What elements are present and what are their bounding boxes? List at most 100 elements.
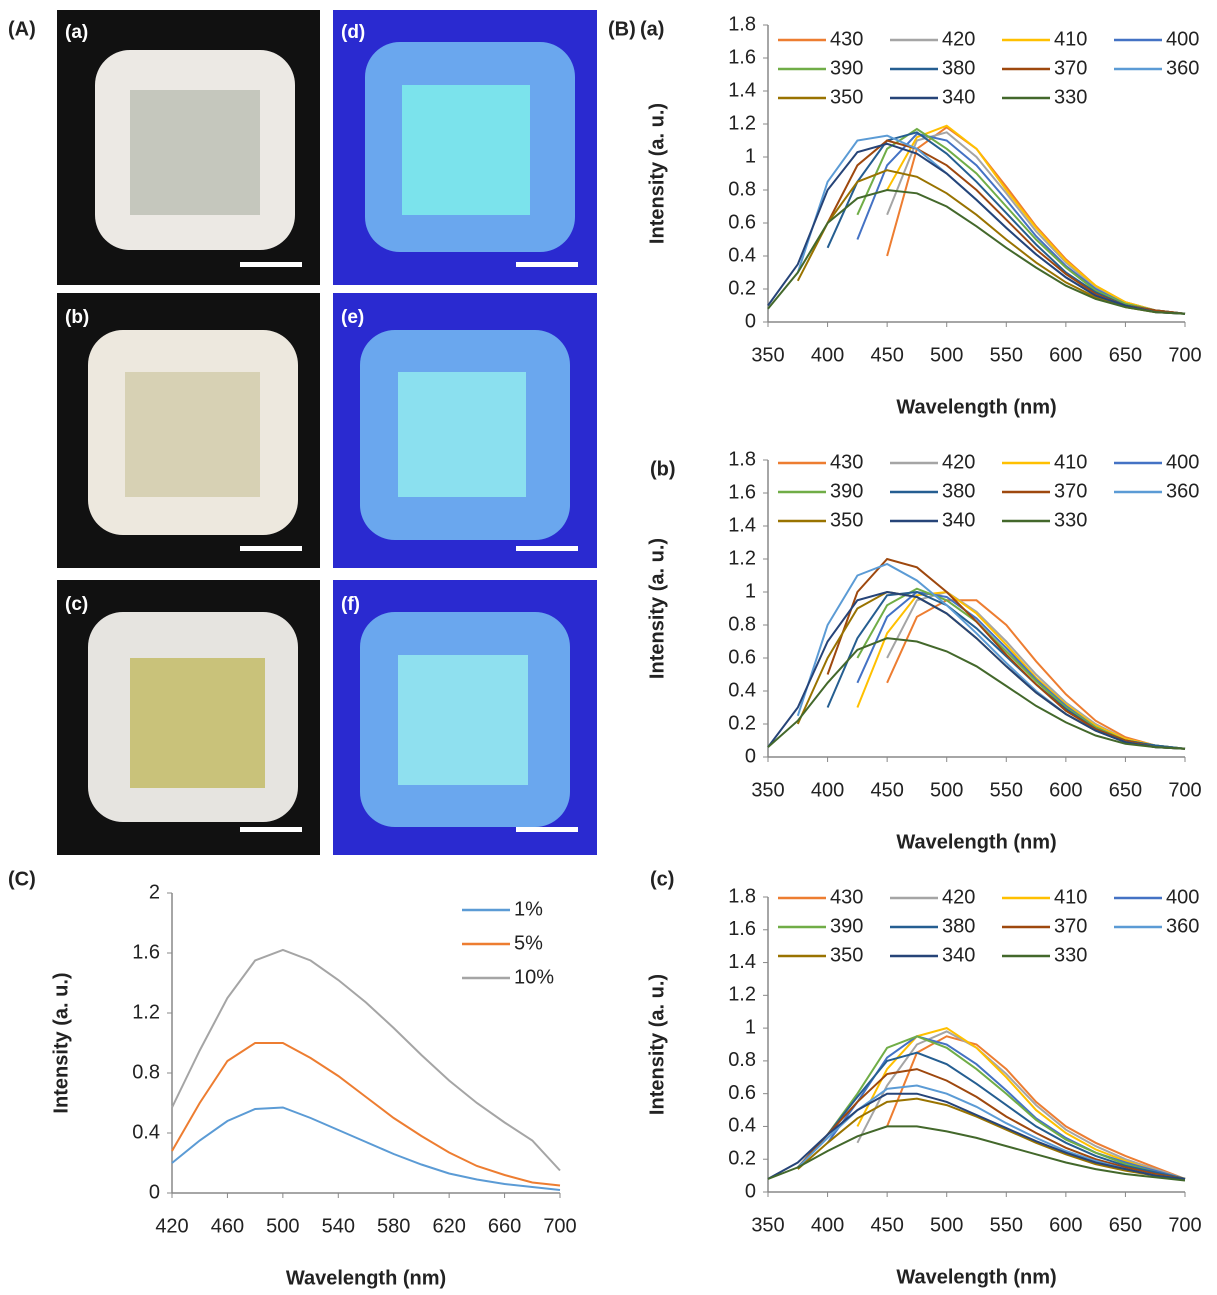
legend-label: 360: [1166, 57, 1199, 79]
legend-label: 390: [830, 480, 863, 502]
y-tick-label: 1: [745, 145, 756, 167]
legend-label: 1%: [514, 898, 543, 920]
x-tick-label: 450: [870, 779, 903, 801]
legend-label: 330: [1054, 944, 1087, 966]
y-tick-label: 1.2: [132, 1001, 160, 1023]
photo-label: (d): [341, 22, 365, 43]
legend-label: 5%: [514, 932, 543, 954]
photo-label: (e): [341, 307, 364, 328]
x-tick-label: 420: [155, 1215, 188, 1237]
legend-label: 360: [1166, 480, 1199, 502]
y-tick-label: 0.8: [728, 178, 756, 200]
line-series: [767, 590, 1186, 750]
legend-label: 420: [942, 886, 975, 908]
x-tick-label: 620: [432, 1215, 465, 1237]
y-tick-label: 0.8: [728, 613, 756, 635]
legend-label: 410: [1054, 28, 1087, 50]
scale-bar: [240, 827, 302, 832]
scale-bar: [516, 262, 578, 267]
x-tick-label: 580: [377, 1215, 410, 1237]
y-tick-label: 0.8: [728, 1049, 756, 1071]
y-tick-label: 0.2: [728, 277, 756, 299]
y-tick-label: 1.6: [728, 918, 756, 940]
x-tick-label: 540: [322, 1215, 355, 1237]
line-series: [826, 557, 1186, 750]
line-series: [797, 1097, 1186, 1180]
x-tick-label: 600: [1049, 344, 1082, 366]
y-axis-title: Intensity (a. u.): [646, 974, 668, 1115]
line-series: [826, 1035, 1186, 1180]
line-series: [767, 188, 1186, 315]
y-tick-label: 1.2: [728, 112, 756, 134]
panel-label: (a): [640, 18, 664, 40]
y-tick-label: 1: [745, 580, 756, 602]
line-series: [796, 169, 1186, 315]
line-series: [171, 948, 561, 1172]
panel-label: (B): [608, 18, 636, 40]
x-tick-label: 500: [930, 1214, 963, 1236]
legend-label: 330: [1054, 509, 1087, 531]
y-tick-label: 1.8: [728, 448, 756, 470]
legend-label: 380: [942, 915, 975, 937]
legend-label: 340: [942, 86, 975, 108]
legend-label: 410: [1054, 886, 1087, 908]
x-tick-label: 500: [930, 779, 963, 801]
y-tick-label: 0.2: [728, 712, 756, 734]
line-series: [767, 1092, 1186, 1180]
photo-label: (a): [65, 22, 88, 43]
line-series: [797, 1051, 1186, 1180]
y-tick-label: 0.6: [728, 1082, 756, 1104]
x-tick-label: 400: [811, 1214, 844, 1236]
line-series: [886, 126, 1186, 315]
legend-label: 380: [942, 480, 975, 502]
x-tick-label: 600: [1049, 779, 1082, 801]
y-tick-label: 1.8: [728, 13, 756, 35]
panel-label: (b): [650, 458, 676, 480]
line-series: [856, 1027, 1186, 1180]
y-tick-label: 0.4: [728, 679, 756, 701]
panel-label: (A): [8, 18, 36, 40]
legend-label: 370: [1054, 480, 1087, 502]
x-tick-label: 350: [751, 344, 784, 366]
legend-label: 330: [1054, 86, 1087, 108]
line-series: [171, 1042, 561, 1187]
line-series: [856, 127, 1186, 315]
line-series: [856, 590, 1186, 750]
y-tick-label: 1: [745, 1016, 756, 1038]
line-series: [856, 1030, 1186, 1180]
y-tick-label: 1.4: [728, 951, 756, 973]
x-axis-title: Wavelength (nm): [896, 1266, 1056, 1288]
y-tick-label: 1.6: [728, 46, 756, 68]
y-tick-label: 2: [149, 881, 160, 903]
legend-label: 400: [1166, 451, 1199, 473]
legend-label: 390: [830, 915, 863, 937]
x-tick-label: 550: [990, 779, 1023, 801]
y-tick-label: 0: [745, 745, 756, 767]
y-tick-label: 1.4: [728, 79, 756, 101]
line-series: [797, 1068, 1186, 1180]
panel-label: (c): [650, 868, 674, 890]
x-tick-label: 700: [543, 1215, 576, 1237]
line-series: [767, 142, 1186, 315]
x-tick-label: 460: [211, 1215, 244, 1237]
y-tick-label: 1.4: [728, 514, 756, 536]
y-tick-label: 1.8: [728, 885, 756, 907]
x-axis-title: Wavelength (nm): [896, 831, 1056, 853]
legend-label: 420: [942, 451, 975, 473]
sample: [398, 372, 526, 497]
sample: [402, 85, 530, 215]
legend-label: 410: [1054, 451, 1087, 473]
x-tick-label: 450: [870, 1214, 903, 1236]
y-tick-label: 0.6: [728, 211, 756, 233]
photo-label: (b): [65, 307, 89, 328]
y-axis-title: Intensity (a. u.): [646, 538, 668, 679]
x-tick-label: 650: [1109, 779, 1142, 801]
line-series: [826, 1035, 1186, 1180]
legend-label: 340: [942, 509, 975, 531]
legend-label: 430: [830, 886, 863, 908]
sample: [125, 372, 260, 497]
y-tick-label: 0.2: [728, 1148, 756, 1170]
line-series: [796, 590, 1186, 750]
x-tick-label: 450: [870, 344, 903, 366]
y-tick-label: 0.4: [132, 1121, 160, 1143]
